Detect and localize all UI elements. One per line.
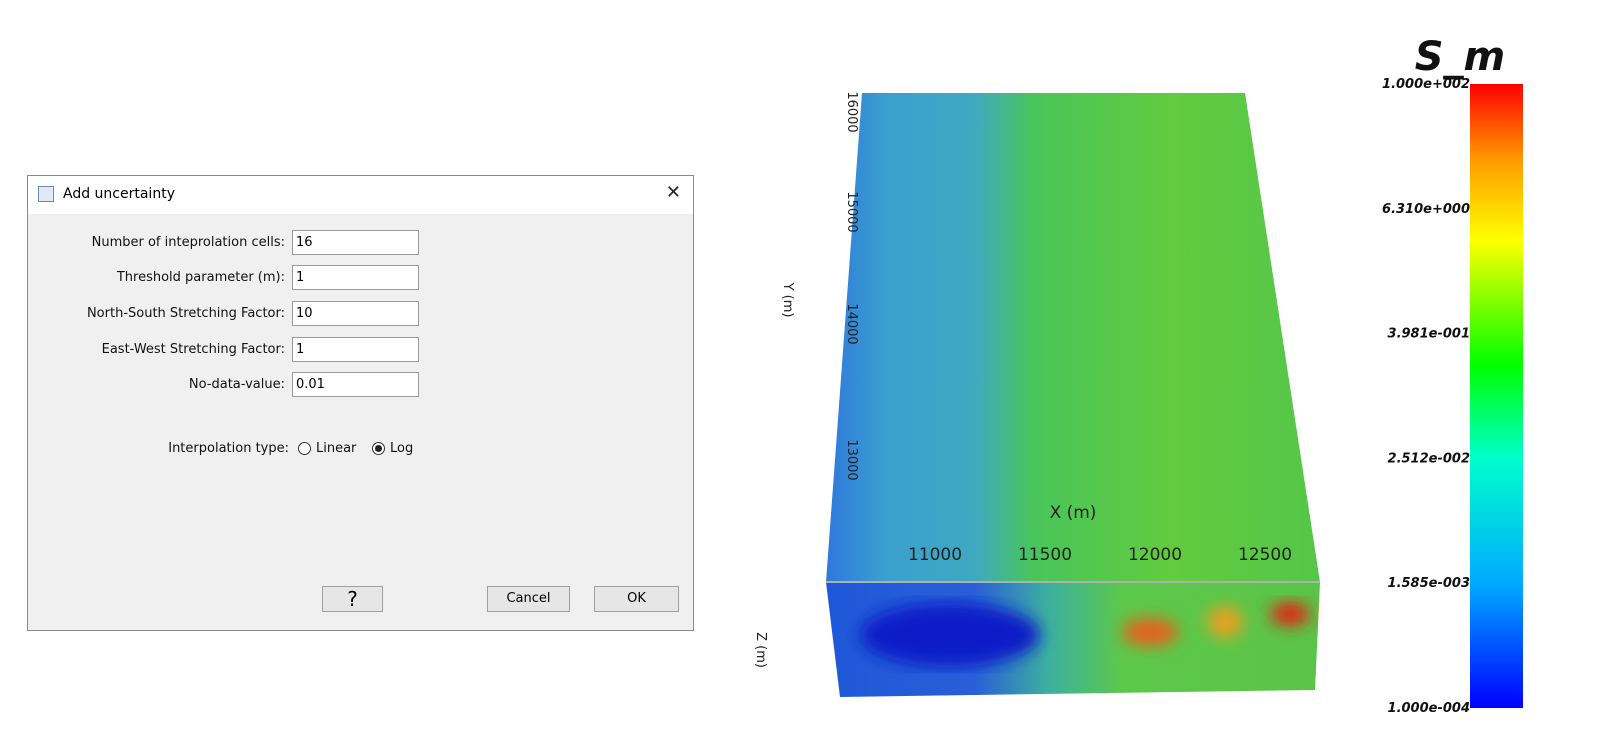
text-input[interactable]: 1 <box>292 337 419 362</box>
front-anomalies <box>860 602 1310 667</box>
colorbar <box>1470 84 1523 708</box>
field-label: No-data-value: <box>188 377 285 392</box>
colorbar-label: 1.000e-004 <box>1388 701 1470 716</box>
x-tick-label: 12000 <box>1128 545 1182 565</box>
colorbar-label: 3.981e-001 <box>1388 327 1470 342</box>
field-label: Threshold parameter (m): <box>116 270 285 285</box>
interpolation-label: Interpolation type: <box>168 441 289 456</box>
y-tick-label: 13000 <box>844 439 859 480</box>
z-axis-label: Z (m) <box>753 632 768 668</box>
text-input[interactable]: 16 <box>292 230 419 255</box>
text-input[interactable]: 1 <box>292 265 419 290</box>
title-bar: Add uncertainty ✕ <box>28 176 693 214</box>
radio-button[interactable] <box>372 442 385 455</box>
colorbar-label: 2.512e-002 <box>1388 451 1470 466</box>
colorbar-label: 1.585e-003 <box>1388 576 1470 591</box>
ok-button[interactable]: OK <box>594 586 679 612</box>
radio-label[interactable]: Log <box>390 441 414 456</box>
colorbar-title: S_m <box>1415 34 1506 80</box>
field-label: North-South Stretching Factor: <box>86 306 285 321</box>
y-tick-label: 16000 <box>844 91 859 132</box>
cancel-button[interactable]: Cancel <box>487 586 570 612</box>
colorbar-label: 1.000e+002 <box>1382 77 1470 92</box>
x-tick-label: 11000 <box>908 545 962 565</box>
app-icon <box>38 186 54 202</box>
dialog: Add uncertainty ✕ Number of inteprolatio… <box>27 175 694 631</box>
field-label: East-West Stretching Factor: <box>101 342 285 357</box>
radio-button[interactable] <box>298 442 311 455</box>
front-face <box>826 582 1320 697</box>
close-button[interactable]: ✕ <box>665 182 681 203</box>
top-face <box>826 93 1320 582</box>
y-tick-label: 15000 <box>844 191 859 232</box>
x-tick-label: 11500 <box>1018 545 1072 565</box>
x-axis-label: X (m) <box>1050 503 1097 523</box>
colorbar-label: 6.310e+000 <box>1382 202 1470 217</box>
radio-label[interactable]: Linear <box>316 441 357 456</box>
text-input[interactable]: 0.01 <box>292 372 419 397</box>
x-tick-label: 12500 <box>1238 545 1292 565</box>
y-tick-label: 14000 <box>844 303 859 344</box>
dialog-title: Add uncertainty <box>63 186 175 202</box>
field-label: Number of inteprolation cells: <box>91 235 285 250</box>
text-input[interactable]: 10 <box>292 301 419 326</box>
help-button[interactable]: ? <box>322 586 383 612</box>
y-axis-label: Y (m) <box>780 282 795 318</box>
